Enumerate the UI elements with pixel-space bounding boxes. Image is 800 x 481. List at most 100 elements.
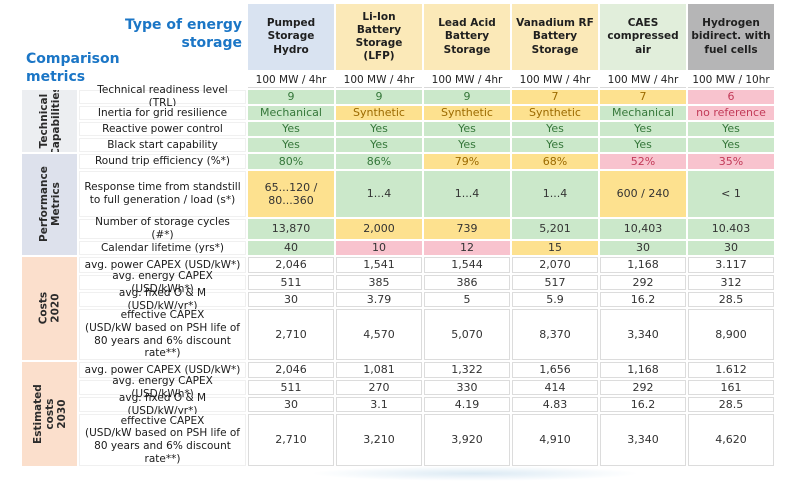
table-cell: 386 (424, 275, 510, 290)
table-cell: 2,710 (248, 414, 334, 466)
table-cell: 3,920 (424, 414, 510, 466)
row-label: avg. fixed O & M (USD/kW/yr*) (79, 392, 246, 417)
table-cell: 3,340 (600, 414, 686, 466)
column-rating: 100 MW / 10hr (688, 72, 774, 88)
column-header: Pumped Storage Hydro (248, 4, 334, 70)
table-cell: 15 (512, 241, 598, 255)
table-cell: 1,656 (512, 362, 598, 378)
table-cell: 1,168 (600, 257, 686, 273)
table-cell: 10.403 (688, 219, 774, 239)
row-label: avg. power CAPEX (USD/kW*) (79, 257, 246, 273)
row-label: Reactive power control (79, 122, 246, 136)
table-cell: 16.2 (600, 292, 686, 307)
table-cell: 5,201 (512, 219, 598, 239)
row-label: Calendar lifetime (yrs*) (79, 241, 246, 255)
table-cell: 5 (424, 292, 510, 307)
table-cell: 4,620 (688, 414, 774, 466)
table-cell: 5,070 (424, 309, 510, 360)
table-cell: 270 (336, 380, 422, 395)
row-label: effective CAPEX (USD/kW based on PSH lif… (79, 414, 246, 466)
row-label: Number of storage cycles (#*) (79, 216, 246, 241)
table-cell: 8,370 (512, 309, 598, 360)
column-header: Li-Ion Battery Storage (LFP) (336, 4, 422, 70)
table-cell: 35% (688, 154, 774, 169)
column-header: Vanadium RF Battery Storage (512, 4, 598, 70)
section-label: Costs 2020 (22, 257, 77, 360)
table-cell: 4,910 (512, 414, 598, 466)
table-cell: Yes (336, 122, 422, 136)
table-cell: 1,541 (336, 257, 422, 273)
row-label: avg. power CAPEX (USD/kW*) (79, 362, 246, 378)
table-cell: 9 (248, 90, 334, 104)
table-cell: 68% (512, 154, 598, 169)
table-cell: 1,168 (600, 362, 686, 378)
table-cell: 1.612 (688, 362, 774, 378)
table-cell: 4.83 (512, 397, 598, 412)
table-cell: 1,081 (336, 362, 422, 378)
row-label: Inertia for grid resilience (79, 106, 246, 120)
table-cell: 2,046 (248, 362, 334, 378)
table-cell: 600 / 240 (600, 171, 686, 217)
section-label-text: Estimated costs 2030 (31, 384, 68, 444)
table-cell: 1...4 (512, 171, 598, 217)
row-label: Response time from standstill to full ge… (79, 171, 246, 217)
table-cell: 3.79 (336, 292, 422, 307)
table-cell: 30 (248, 397, 334, 412)
table-cell: 4,570 (336, 309, 422, 360)
table-cell: 292 (600, 275, 686, 290)
table-cell: 28.5 (688, 292, 774, 307)
comparison-metrics-label: Comparison metrics (26, 50, 120, 85)
table-cell: 5.9 (512, 292, 598, 307)
row-label: avg. energy CAPEX (USD/kWh*) (79, 270, 246, 295)
table-cell: Yes (336, 138, 422, 152)
table-cell: 7 (512, 90, 598, 104)
table-cell: 6 (688, 90, 774, 104)
table-cell: 79% (424, 154, 510, 169)
column-rating: 100 MW / 4hr (600, 72, 686, 88)
table-cell: Yes (248, 122, 334, 136)
section-label: Estimated costs 2030 (22, 362, 77, 466)
type-of-energy-storage-label: Type of energy storage (125, 17, 242, 52)
row-label: Technical readiness level (TRL) (79, 84, 246, 109)
row-label: Round trip efficiency (%*) (79, 154, 246, 169)
row-label: effective CAPEX (USD/kW based on PSH lif… (79, 309, 246, 360)
table-cell: Synthetic (512, 106, 598, 120)
table-cell: 517 (512, 275, 598, 290)
comparison-table: Type of energy storage Comparison metric… (22, 4, 774, 466)
table-cell: Yes (600, 122, 686, 136)
table-cell: 739 (424, 219, 510, 239)
table-cell: Mechanical (248, 106, 334, 120)
table-cell: 330 (424, 380, 510, 395)
table-corner: Type of energy storage Comparison metric… (22, 4, 246, 88)
table-cell: 511 (248, 275, 334, 290)
table-cell: 2,000 (336, 219, 422, 239)
table-cell: 52% (600, 154, 686, 169)
table-cell: 161 (688, 380, 774, 395)
column-header: Hydrogen bidirect. with fuel cells (688, 4, 774, 70)
table-cell: 385 (336, 275, 422, 290)
column-rating: 100 MW / 4hr (424, 72, 510, 88)
column-rating: 100 MW / 4hr (336, 72, 422, 88)
table-cell: no reference (688, 106, 774, 120)
table-cell: Yes (424, 138, 510, 152)
watermark (310, 466, 640, 481)
table-cell: 9 (424, 90, 510, 104)
table-cell: 1...4 (336, 171, 422, 217)
table-cell: 30 (688, 241, 774, 255)
table-cell: 3.117 (688, 257, 774, 273)
table-cell: Mechanical (600, 106, 686, 120)
table-cell: 2,046 (248, 257, 334, 273)
section-label: Performance Metrics (22, 154, 77, 255)
section-label: Technical Capabilities (22, 90, 77, 152)
row-label: avg. energy CAPEX (USD/kWh*) (79, 375, 246, 400)
table-cell: < 1 (688, 171, 774, 217)
table-cell: 16.2 (600, 397, 686, 412)
table-cell: Yes (688, 138, 774, 152)
section-label-text: Costs 2020 (37, 292, 62, 325)
table-cell: Yes (424, 122, 510, 136)
column-rating: 100 MW / 4hr (512, 72, 598, 88)
row-label: avg. fixed O & M (USD/kW/yr*) (79, 287, 246, 312)
column-rating: 100 MW / 4hr (248, 72, 334, 88)
column-header: Lead Acid Battery Storage (424, 4, 510, 70)
table-cell: 13,870 (248, 219, 334, 239)
